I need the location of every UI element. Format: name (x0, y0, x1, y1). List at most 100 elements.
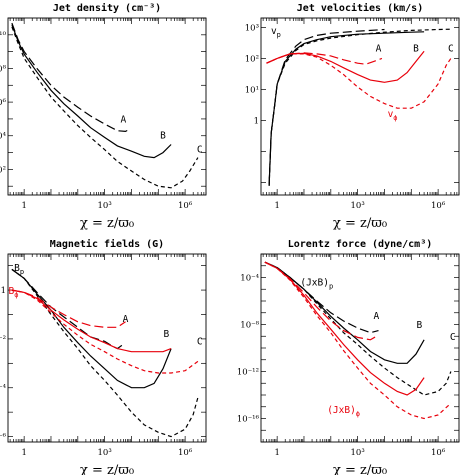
annotation-subscript: ϕ (14, 291, 18, 299)
curve-annotation: A (376, 43, 382, 54)
annotation-text: v (271, 26, 277, 37)
curve-annotation: C (448, 43, 454, 54)
x-tick-label: 10⁶ (178, 201, 193, 211)
annotation-text: B (413, 43, 419, 54)
plot-area (11, 22, 199, 189)
y-tick-label: 10⁶ (0, 98, 7, 108)
y-tick-label: 10⁻⁶ (0, 433, 7, 443)
annotation-text: (JxB) (327, 405, 356, 416)
x-tick-label: 10⁶ (431, 448, 446, 458)
plot-area (266, 28, 452, 186)
annotation-text: C (197, 336, 203, 347)
annotation-text: v (388, 109, 394, 120)
series-line (11, 268, 199, 438)
series-line (264, 261, 377, 341)
curve-annotation: B (417, 320, 423, 331)
series-line (264, 261, 452, 420)
series-line (11, 268, 172, 389)
plot-frame (260, 17, 460, 196)
series-line (268, 28, 385, 186)
series-line (264, 261, 452, 396)
x-tick-label: 1 (274, 201, 279, 211)
series-line (11, 22, 131, 133)
y-tick-label: 10⁻¹² (237, 368, 259, 378)
annotation-text: B (14, 263, 20, 274)
series-line (11, 24, 172, 159)
y-tick-label: 10² (245, 54, 259, 64)
curve-annotation: B (164, 329, 170, 340)
y-tick-label: 10⁻⁸ (240, 321, 259, 331)
curve-annotation: Bp (14, 263, 24, 276)
x-tick-label: 10³ (351, 448, 365, 458)
y-tick-label: 1 (1, 286, 6, 296)
y-tick-label: 10² (0, 165, 6, 175)
y-tick-label: 10⁴ (0, 132, 7, 142)
series-line (266, 50, 425, 83)
curve-annotation: B (413, 43, 419, 54)
x-axis-label: χ = z/ϖ₀ (333, 216, 387, 231)
series-line (11, 289, 199, 374)
x-axis-label: χ = z/ϖ₀ (80, 216, 134, 231)
annotation-subscript: ϕ (393, 114, 397, 122)
plot-area (264, 261, 452, 420)
x-axis-label: χ = z/ϖ₀ (333, 463, 387, 475)
series-line (268, 28, 451, 186)
x-tick-label: 10³ (351, 201, 365, 211)
chart-panel-4: Lorentz force (dyne/cm³) 1 10³ 10⁶ 10⁻¹⁶ 10⁻¹… (237, 239, 460, 475)
annotation-text: A (123, 314, 129, 325)
annotation-subscript: p (277, 31, 281, 39)
annotation-text: C (197, 145, 203, 156)
chart-title: Jet density (cm⁻³) (53, 2, 161, 14)
curve-annotation: A (123, 314, 129, 325)
y-tick-label: 10¹⁰ (0, 31, 7, 41)
annotation-text: A (374, 311, 380, 322)
chart-title: Jet velocities (km/s) (297, 2, 423, 14)
series-line (266, 53, 452, 109)
curve-annotation: vp (271, 26, 281, 39)
y-tick-label: 10¹ (245, 85, 259, 95)
plot-frame (7, 253, 207, 443)
curve-annotation: Bϕ (8, 286, 18, 299)
x-tick-label: 10⁶ (178, 448, 193, 458)
annotation-text: B (160, 130, 166, 141)
curve-annotation: (JxB)p (300, 278, 333, 291)
curve-annotation: A (121, 115, 127, 126)
annotation-text: A (121, 115, 127, 126)
chart-panel-2: Jet velocities (km/s) 1 10³ 10⁶ 1 10¹ 10² 10³ χ … (245, 2, 460, 231)
x-tick-label: 1 (21, 448, 26, 458)
series-line (11, 289, 172, 353)
annotation-text: B (164, 329, 170, 340)
x-tick-label: 1 (21, 201, 26, 211)
chart-title: Lorentz force (dyne/cm³) (288, 239, 433, 250)
y-tick-label: 10⁻² (0, 335, 6, 345)
series-line (11, 26, 199, 189)
y-tick-label: 10⁻¹⁶ (237, 415, 260, 425)
annotation-text: A (376, 43, 382, 54)
curve-annotation: (JxB)ϕ (327, 405, 360, 418)
annotation-text: (JxB) (300, 278, 329, 289)
annotation-text: C (450, 332, 456, 343)
y-tick-label: 10⁻⁴ (240, 274, 259, 284)
annotation-subscript: ϕ (356, 410, 360, 418)
x-axis-label: χ = z/ϖ₀ (80, 463, 134, 475)
annotation-text: B (417, 320, 423, 331)
plot-area (11, 268, 199, 438)
annotation-text: C (448, 43, 454, 54)
annotation-text: B (8, 286, 14, 297)
y-tick-label: 10⁻⁴ (0, 384, 7, 394)
chart-panel-3: Magnetic fields (G) 1 10³ 10⁶ 10⁻⁶ 10⁻⁴ 10⁻² 1 χ… (0, 238, 207, 475)
y-tick-label: 10⁸ (0, 64, 7, 74)
annotation-subscript: p (20, 268, 24, 276)
series-line (264, 261, 425, 396)
chart-panel-1: Jet density (cm⁻³) 1 10³ 10⁶ 10² 10⁴ 10⁶ 10⁸ 10¹… (0, 2, 207, 231)
x-tick-label: 1 (274, 448, 279, 458)
x-tick-label: 10⁶ (431, 201, 446, 211)
y-tick-label: 1 (254, 117, 259, 127)
curve-annotation: B (160, 130, 166, 141)
series-line (11, 289, 126, 328)
curve-annotation: C (197, 145, 203, 156)
curve-annotation: C (197, 336, 203, 347)
y-tick-label: 10³ (245, 23, 259, 33)
curve-annotation: A (374, 311, 380, 322)
